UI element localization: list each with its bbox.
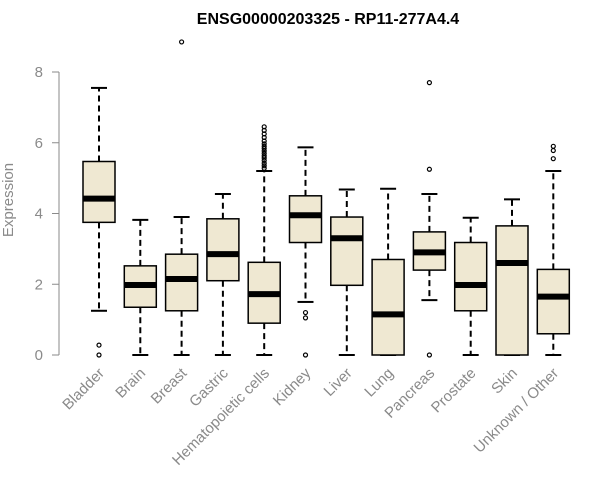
outlier-point [261,163,267,169]
box-body [164,253,199,312]
outlier-point [261,143,267,149]
x-tick-label: Bladder [59,365,108,414]
box-body [495,225,529,356]
box-bladder [82,86,116,358]
box-lung [371,187,405,356]
box-pancreas [412,80,447,358]
x-tick-label: Skin [488,365,521,398]
outlier-point [426,80,432,86]
box-body [288,195,323,244]
box-unknown-other [536,143,571,356]
outlier-point [426,352,432,358]
y-tick-label: 2 [35,276,43,293]
box-hematopoietic-cells [247,124,281,356]
outlier-point [550,143,556,149]
x-tick-label: Kidney [270,364,315,409]
outlier-point [302,315,309,321]
outlier-point [550,147,556,154]
box-body [536,268,571,335]
x-tick-label: Lung [361,365,397,401]
box-body [453,241,488,312]
outlier-point [550,156,556,162]
x-tick-label: Breast [148,364,191,407]
outlier-point [96,352,102,358]
outlier-point [302,352,309,358]
x-tick-label: Prostate [428,365,480,417]
outlier-point [261,141,267,147]
outlier-point [261,165,267,171]
boxes-group [82,39,571,358]
y-tick-label: 0 [35,347,43,364]
outlier-point [261,150,267,156]
y-axis: 0 2 4 6 8 [35,64,60,364]
outlier-point [302,309,309,316]
box-kidney [288,146,323,358]
box-body [371,258,405,356]
y-tick-label: 6 [35,135,43,152]
box-body [330,216,364,287]
box-brain [123,218,158,356]
box-prostate [453,216,488,356]
outlier-point [426,166,432,172]
outlier-point [179,39,185,45]
box-gastric [206,193,240,356]
box-body [206,218,240,282]
y-tick-label: 4 [35,206,43,223]
y-axis-label: Expression [0,163,17,237]
outlier-point [261,124,267,130]
x-tick-label: Brain [112,365,149,402]
x-tick-label: Liver [321,365,356,400]
box-breast [164,39,199,356]
y-tick-label: 8 [35,64,43,81]
outlier-point [261,160,267,166]
outlier-point [96,342,102,348]
box-skin [495,198,529,356]
outlier-point [261,153,267,159]
box-liver [330,188,364,356]
chart-title: ENSG00000203325 - RP11-277A4.4 [197,11,460,28]
box-body [82,160,116,224]
